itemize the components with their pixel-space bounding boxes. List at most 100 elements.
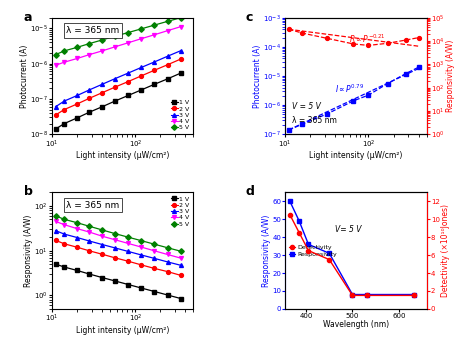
1 V: [62, 265, 67, 269]
Line: 3 V: 3 V: [54, 49, 182, 109]
2 V: [86, 249, 92, 253]
X-axis label: Wavelength (nm): Wavelength (nm): [323, 321, 389, 329]
1 V: [125, 93, 131, 98]
5 V: [74, 45, 80, 49]
5 V: [53, 214, 58, 218]
3 V: [178, 49, 183, 53]
4 V: [86, 53, 92, 57]
2 V: [138, 74, 144, 78]
5 V: [164, 246, 170, 250]
5 V: [53, 53, 58, 57]
Text: λ = 365 nm: λ = 365 nm: [292, 115, 337, 125]
4 V: [152, 249, 157, 253]
1 V: [138, 286, 144, 290]
1 V: [86, 272, 92, 276]
2 V: [62, 242, 67, 246]
2 V: [125, 80, 131, 84]
1 V: [138, 88, 144, 92]
Responsivity: [287, 199, 293, 203]
4 V: [62, 223, 67, 227]
4 V: [164, 252, 170, 257]
1 V: [178, 71, 183, 75]
2 V: [152, 68, 157, 72]
Responsivity: [327, 251, 332, 256]
1 V: [152, 289, 157, 294]
Text: d: d: [246, 185, 255, 198]
3 V: [152, 256, 157, 261]
5 V: [86, 42, 92, 46]
5 V: [112, 34, 118, 38]
1 V: [112, 279, 118, 283]
5 V: [152, 23, 157, 27]
1 V: [164, 77, 170, 81]
Responsivity: [306, 242, 311, 246]
1 V: [164, 293, 170, 297]
4 V: [125, 41, 131, 45]
4 V: [53, 219, 58, 224]
3 V: [152, 60, 157, 64]
Detectivity: [306, 248, 311, 253]
5 V: [152, 242, 157, 246]
4 V: [74, 226, 80, 231]
5 V: [100, 38, 105, 42]
2 V: [74, 245, 80, 249]
1 V: [86, 110, 92, 114]
4 V: [138, 37, 144, 41]
Line: 4 V: 4 V: [54, 219, 182, 260]
2 V: [125, 259, 131, 263]
Responsivity: [411, 293, 417, 297]
4 V: [53, 63, 58, 67]
3 V: [100, 242, 105, 247]
5 V: [125, 235, 131, 239]
3 V: [125, 71, 131, 75]
3 V: [138, 65, 144, 70]
Line: 4 V: 4 V: [54, 25, 182, 67]
Y-axis label: Detectivity (×10¹⁰Jones): Detectivity (×10¹⁰Jones): [441, 204, 450, 297]
1 V: [152, 82, 157, 86]
2 V: [164, 62, 170, 67]
1 V: [74, 116, 80, 120]
Detectivity: [350, 293, 356, 297]
5 V: [100, 228, 105, 232]
2 V: [138, 263, 144, 267]
Y-axis label: Responsivity (A/W): Responsivity (A/W): [446, 40, 455, 112]
4 V: [100, 49, 105, 53]
2 V: [152, 266, 157, 271]
4 V: [178, 24, 183, 29]
Text: b: b: [24, 185, 33, 198]
3 V: [86, 239, 92, 243]
Responsivity: [350, 293, 356, 297]
4 V: [152, 33, 157, 37]
X-axis label: Light intensity (μW/cm²): Light intensity (μW/cm²): [309, 151, 402, 160]
Line: 1 V: 1 V: [54, 71, 182, 131]
3 V: [74, 235, 80, 240]
5 V: [112, 231, 118, 236]
Detectivity: [411, 293, 417, 297]
4 V: [164, 28, 170, 33]
2 V: [164, 269, 170, 274]
5 V: [164, 19, 170, 23]
3 V: [74, 93, 80, 98]
3 V: [53, 105, 58, 109]
Responsivity: [365, 293, 370, 297]
Responsivity: [296, 219, 302, 223]
3 V: [86, 88, 92, 92]
5 V: [86, 224, 92, 228]
4 V: [112, 237, 118, 242]
1 V: [178, 296, 183, 301]
Detectivity: [296, 231, 302, 235]
2 V: [86, 96, 92, 100]
5 V: [62, 217, 67, 222]
Text: $R\propto P^{-0.21}$: $R\propto P^{-0.21}$: [349, 33, 385, 45]
3 V: [112, 246, 118, 250]
3 V: [178, 263, 183, 267]
1 V: [112, 99, 118, 103]
Y-axis label: Responsivity (A/W): Responsivity (A/W): [262, 214, 271, 287]
Line: 1 V: 1 V: [54, 262, 182, 300]
5 V: [178, 249, 183, 253]
1 V: [125, 282, 131, 286]
Text: c: c: [246, 11, 253, 24]
Line: Responsivity: Responsivity: [288, 199, 416, 296]
2 V: [178, 273, 183, 278]
Line: Detectivity: Detectivity: [288, 213, 416, 297]
